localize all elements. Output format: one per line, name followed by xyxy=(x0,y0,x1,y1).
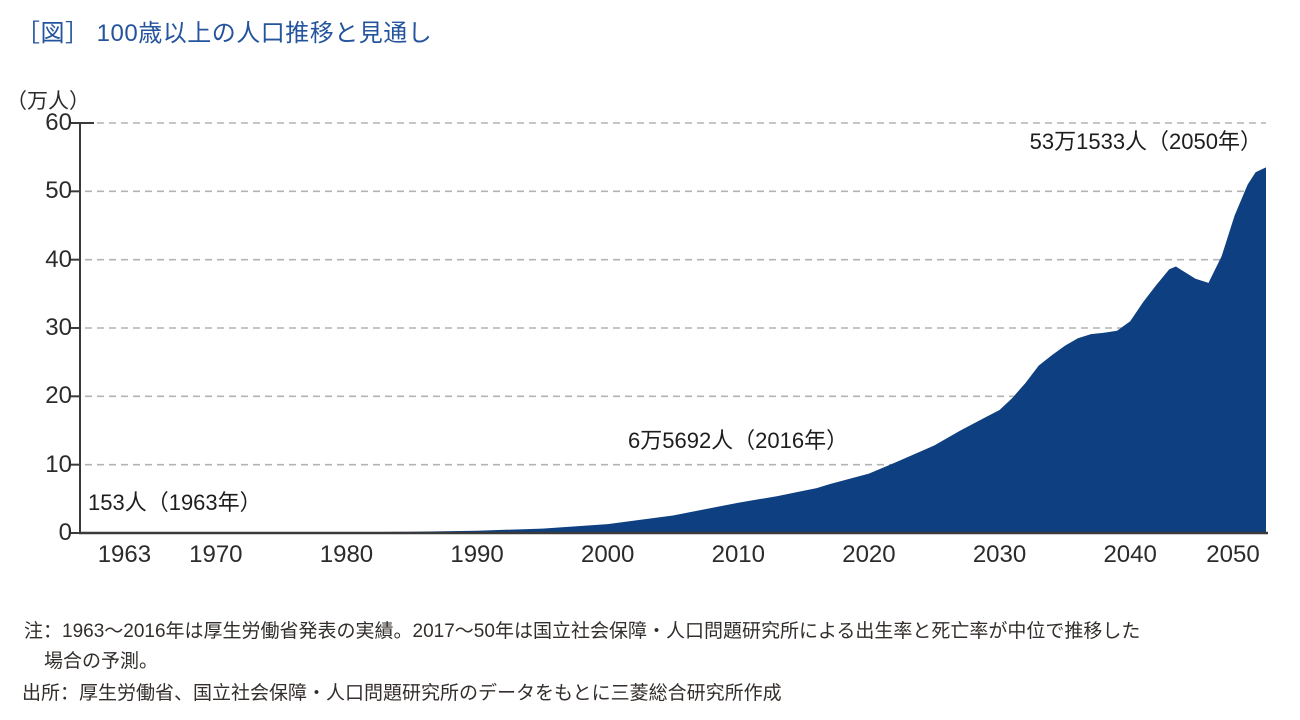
x-tick-label-2020: 2020 xyxy=(842,541,896,568)
y-tick-label-0: 0 xyxy=(58,519,72,546)
population-area-series xyxy=(80,167,1266,533)
figure-title: ［図］ 100歳以上の人口推移と見通し xyxy=(16,20,433,47)
y-tick-label-60: 60 xyxy=(45,109,72,136)
x-tick-label-1980: 1980 xyxy=(319,541,374,568)
note-line-2: 場合の予測。 xyxy=(44,651,159,672)
source-line: 出所：厚生労働省、国立社会保障・人口問題研究所のデータをもとに三菱総合研究所作成 xyxy=(22,683,782,704)
x-tick-label-2050: 2050 xyxy=(1206,541,1260,568)
y-tick-label-10: 10 xyxy=(45,450,72,478)
x-tick-label-1970: 1970 xyxy=(189,541,243,568)
annotation-1963: 153人（1963年） xyxy=(88,490,262,515)
y-axis-unit-label: （万人） xyxy=(6,90,90,113)
annotation-2016: 6万5692人（2016年） xyxy=(628,428,849,453)
y-tick-label-20: 20 xyxy=(45,382,72,410)
note-line-1: 注：1963～2016年は厚生労働省発表の実績。2017～50年は国立社会保障・… xyxy=(24,621,1141,642)
x-tick-label-2010: 2010 xyxy=(711,541,765,568)
x-tick-label-2000: 2000 xyxy=(580,541,635,568)
annotation-2050: 53万1533人（2050年） xyxy=(1029,129,1262,154)
x-tick-label-1990: 1990 xyxy=(450,541,504,568)
y-tick-label-30: 30 xyxy=(45,314,72,341)
y-tick-label-40: 40 xyxy=(45,245,72,273)
x-tick-label-2040: 2040 xyxy=(1103,541,1157,568)
y-tick-label-50: 50 xyxy=(45,177,72,205)
x-tick-label-2030: 2030 xyxy=(972,541,1027,568)
x-tick-label-1963: 1963 xyxy=(97,541,152,568)
